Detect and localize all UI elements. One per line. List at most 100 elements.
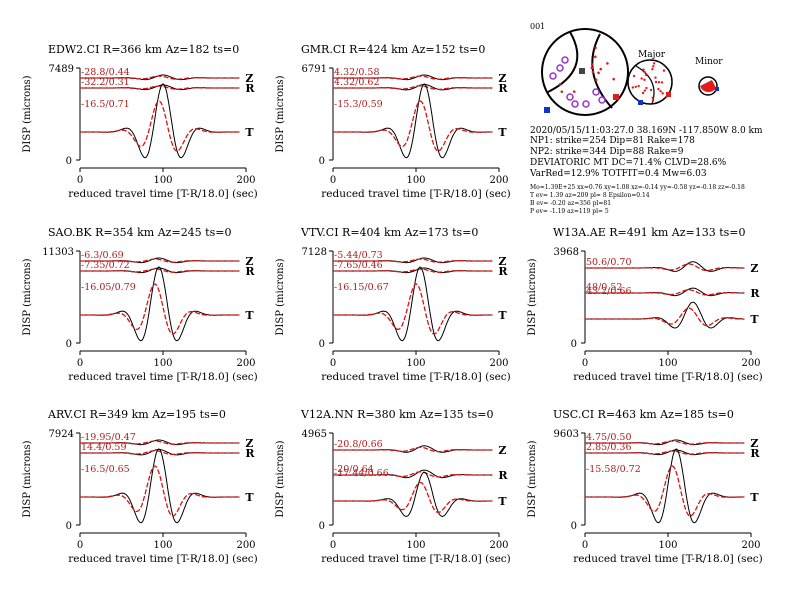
synthetic-trace-t (333, 283, 493, 335)
component-fit-label: -5.44/0.73 (334, 250, 383, 261)
panel-title: V12A.NN R=380 km Az=135 ts=0 (300, 408, 493, 421)
x-tick-label: 200 (236, 175, 255, 186)
x-axis-label: reduced travel time [T-R/18.0] (sec) (321, 553, 511, 565)
major-label: Major (638, 50, 666, 60)
synthetic-trace-r (585, 289, 745, 296)
x-tick-label: 100 (153, 358, 172, 369)
y-max-label: 4965 (302, 429, 327, 440)
synthetic-trace-z (585, 440, 745, 445)
y-max-label: 7128 (302, 247, 327, 258)
b-axis-marker (579, 68, 585, 74)
component-t: T (750, 491, 759, 504)
major-p-marker (638, 100, 643, 105)
event-np1: NP1: strike=254 Dip=81 Rake=178 (530, 136, 695, 146)
major-dot (643, 78, 646, 82)
synthetic-trace-r (585, 450, 745, 455)
major-dot (651, 96, 654, 99)
major-dot (644, 73, 648, 77)
component-fit-label: 4.75/0.50 (586, 432, 632, 443)
station-panel-arv-ci: ARV.CI R=349 km Az=195 ts=0 7924 0 DISP (mi… (22, 408, 258, 565)
synthetic-trace-t (585, 465, 745, 517)
x-axis-label: reduced travel time [T-R/18.0] (sec) (68, 553, 258, 565)
major-dot (631, 86, 635, 89)
x-axis-label: reduced travel time [T-R/18.0] (sec) (321, 188, 511, 200)
synthetic-trace-r (80, 450, 240, 456)
y-axis-label: DISP (microns) (22, 258, 33, 335)
tensor-p: P ev= -1.19 az=119 pl= 5 (530, 208, 609, 215)
component-z: Z (245, 437, 253, 450)
p-axis-marker (544, 107, 550, 113)
y-zero-label: 0 (571, 521, 577, 532)
component-fit-label: 4.32/0.62 (334, 77, 380, 88)
component-fit-label: -16.15/0.67 (334, 282, 389, 293)
t-polarity-circle (571, 100, 579, 108)
major-dot (654, 76, 657, 79)
component-z: Z (245, 255, 253, 268)
component-z: Z (498, 255, 506, 268)
component-z: Z (498, 72, 506, 85)
y-max-label: 9603 (554, 429, 579, 440)
minor-fill (700, 80, 716, 93)
observed-trace-t (585, 301, 745, 329)
x-axis-label: reduced travel time [T-R/18.0] (sec) (573, 553, 763, 565)
x-tick-label: 0 (330, 358, 336, 369)
x-tick-label: 100 (658, 540, 677, 551)
component-fit-label: 4.32/0.58 (334, 67, 380, 78)
synthetic-trace-r (333, 268, 493, 273)
y-axis-label: DISP (microns) (22, 75, 33, 152)
panel-title: W13A.AE R=491 km Az=133 ts=0 (553, 226, 746, 239)
p-polarity-dot (590, 66, 594, 70)
x-axis-label: reduced travel time [T-R/18.0] (sec) (573, 371, 763, 383)
major-dot (657, 87, 660, 91)
y-zero-label: 0 (66, 521, 72, 532)
x-tick-label: 100 (153, 540, 172, 551)
y-zero-label: 0 (319, 339, 325, 350)
component-fit-label: -7.65/0.46 (334, 260, 383, 271)
y-axis-label: DISP (microns) (527, 440, 538, 517)
y-axis-label: DISP (microns) (275, 258, 286, 335)
synthetic-trace-r (333, 471, 493, 478)
synthetic-trace-z (80, 75, 240, 80)
major-dot (654, 80, 658, 84)
major-dot (634, 85, 637, 88)
tensor-moment: Mo=1.39E+25 xx=0.76 xy=1.08 xz=-0.14 yy=… (530, 184, 745, 191)
panel-title: GMR.CI R=424 km Az=152 ts=0 (301, 43, 485, 56)
tensor-t: T ev= 1.39 az=209 pl= 8 Epsilon=0.14 (530, 192, 650, 199)
observed-trace-t (80, 448, 240, 524)
synthetic-trace-z (585, 263, 745, 272)
x-tick-label: 200 (236, 540, 255, 551)
synthetic-trace-r (80, 85, 240, 90)
x-tick-label: 0 (77, 540, 83, 551)
major-t-marker (666, 92, 671, 97)
component-t: T (750, 313, 759, 326)
component-fit-label: -17.44/0.66 (334, 468, 389, 479)
component-t: T (498, 126, 507, 139)
y-axis-label: DISP (microns) (22, 440, 33, 517)
major-dot (645, 86, 648, 90)
component-fit-label: 50.6/0.70 (586, 257, 632, 268)
x-tick-label: 200 (741, 358, 760, 369)
p-polarity-dot (591, 70, 595, 74)
x-tick-label: 100 (406, 358, 425, 369)
component-fit-label: 2.85/0.36 (586, 442, 632, 453)
x-tick-label: 200 (489, 358, 508, 369)
major-dot (660, 81, 664, 84)
major-dot (651, 68, 654, 71)
synthetic-trace-r (333, 85, 493, 91)
p-polarity-dot (560, 90, 564, 93)
component-z: Z (498, 444, 506, 457)
x-tick-label: 100 (406, 175, 425, 186)
component-fit-label: -6.3/0.69 (81, 250, 124, 261)
t-polarity-circle (556, 64, 564, 72)
component-fit-label: -7.35/0.72 (81, 260, 130, 271)
minor-p-marker (715, 87, 719, 91)
y-max-label: 7924 (49, 429, 74, 440)
x-tick-label: 200 (489, 540, 508, 551)
t-polarity-circle (598, 96, 606, 104)
major-dot (632, 74, 636, 78)
p-polarity-dot (597, 71, 600, 75)
component-r: R (498, 469, 508, 482)
x-tick-label: 0 (330, 540, 336, 551)
major-dot (652, 65, 655, 68)
component-r: R (245, 265, 255, 278)
